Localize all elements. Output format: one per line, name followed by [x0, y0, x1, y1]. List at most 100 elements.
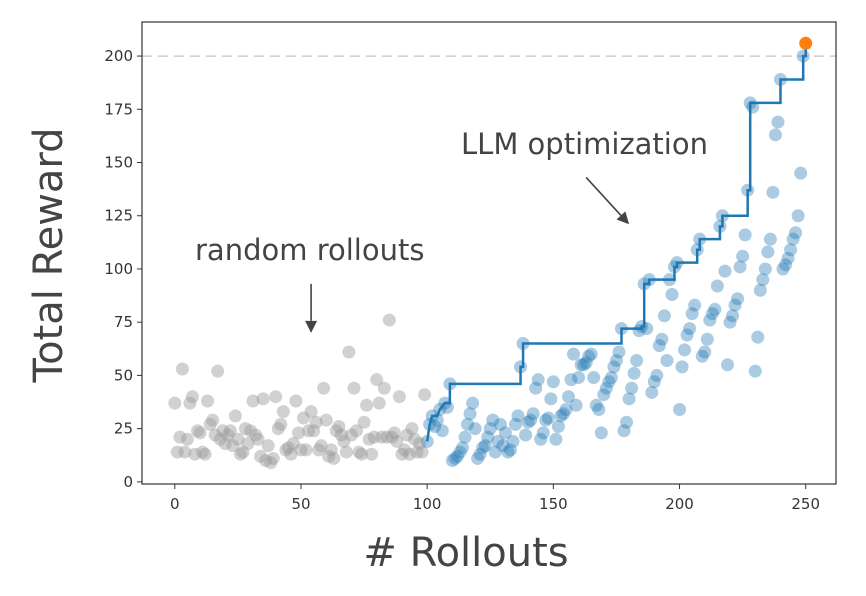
data-point	[403, 447, 417, 461]
data-point	[652, 339, 666, 353]
data-point	[185, 390, 199, 404]
data-point	[413, 437, 427, 451]
data-point	[680, 328, 694, 342]
data-point	[587, 371, 601, 385]
data-point	[731, 292, 745, 306]
data-point	[763, 232, 777, 246]
data-point	[604, 371, 618, 385]
data-point	[695, 349, 709, 363]
data-point	[329, 424, 343, 438]
data-point	[286, 437, 300, 451]
y-tick-label: 125	[104, 207, 133, 225]
data-point	[370, 373, 384, 387]
data-point	[168, 396, 182, 410]
data-point	[269, 390, 283, 404]
data-point	[519, 428, 533, 442]
annotation-arrows	[305, 176, 630, 333]
data-point	[748, 364, 762, 378]
data-point	[597, 388, 611, 402]
data-point	[498, 426, 512, 440]
data-point	[617, 424, 631, 438]
data-point	[791, 209, 805, 223]
data-point	[647, 375, 661, 389]
y-axis-label: Total Reward	[26, 127, 72, 383]
data-point	[468, 422, 482, 436]
x-tick-label: 150	[539, 495, 568, 513]
data-point	[448, 451, 462, 465]
data-point	[223, 424, 237, 438]
data-point	[685, 307, 699, 321]
data-point	[375, 430, 389, 444]
arrow-head	[616, 211, 630, 225]
data-point	[688, 298, 702, 312]
data-point	[334, 428, 348, 442]
data-point	[665, 288, 679, 302]
data-point	[380, 430, 394, 444]
data-point	[291, 426, 305, 440]
data-point	[612, 345, 626, 359]
data-point	[251, 432, 265, 446]
data-point	[281, 441, 295, 455]
data-point	[471, 451, 485, 465]
data-point	[367, 430, 381, 444]
data-point	[276, 405, 290, 419]
data-point	[284, 447, 298, 461]
x-tick-label: 50	[291, 495, 310, 513]
data-point	[529, 381, 543, 395]
data-point	[196, 445, 210, 459]
data-point	[546, 375, 560, 389]
data-point	[620, 415, 634, 429]
y-tick-label: 100	[104, 260, 133, 278]
x-axis: 0 50 100 150 200 250	[170, 484, 820, 513]
data-point	[771, 115, 785, 129]
data-point	[208, 428, 222, 442]
data-point	[536, 426, 550, 440]
data-point	[594, 426, 608, 440]
random-rollouts-series	[168, 313, 432, 470]
data-point	[650, 368, 664, 382]
data-point	[549, 432, 563, 446]
data-point	[395, 447, 409, 461]
data-point	[180, 432, 194, 446]
data-point	[327, 451, 341, 465]
data-point	[630, 354, 644, 368]
data-point	[645, 385, 659, 399]
data-point	[221, 428, 235, 442]
data-point	[622, 392, 636, 406]
data-point	[352, 445, 366, 459]
data-point	[191, 424, 205, 438]
data-point	[582, 349, 596, 363]
data-point	[178, 445, 192, 459]
data-point	[211, 364, 225, 378]
data-point	[463, 407, 477, 421]
data-point	[544, 392, 558, 406]
data-point	[271, 422, 285, 436]
data-point	[183, 396, 197, 410]
data-point	[554, 409, 568, 423]
data-point	[718, 264, 732, 278]
data-point	[213, 432, 227, 446]
y-tick-label: 50	[114, 366, 133, 384]
y-tick-label: 0	[123, 473, 133, 491]
data-point	[415, 445, 429, 459]
best-point-series	[799, 36, 813, 50]
data-point	[577, 358, 591, 372]
data-point	[175, 362, 189, 376]
data-point	[496, 439, 510, 453]
data-point	[382, 313, 396, 327]
data-point	[539, 413, 553, 427]
data-point	[476, 441, 490, 455]
data-point	[435, 424, 449, 438]
x-tick-label: 0	[170, 495, 180, 513]
data-point	[400, 428, 414, 442]
data-point	[297, 411, 311, 425]
data-point	[589, 398, 603, 412]
data-point	[302, 424, 316, 438]
x-tick-label: 250	[791, 495, 820, 513]
data-point	[574, 358, 588, 372]
data-point	[428, 420, 442, 434]
data-point	[726, 309, 740, 323]
data-point	[703, 313, 717, 327]
data-point	[753, 283, 767, 297]
